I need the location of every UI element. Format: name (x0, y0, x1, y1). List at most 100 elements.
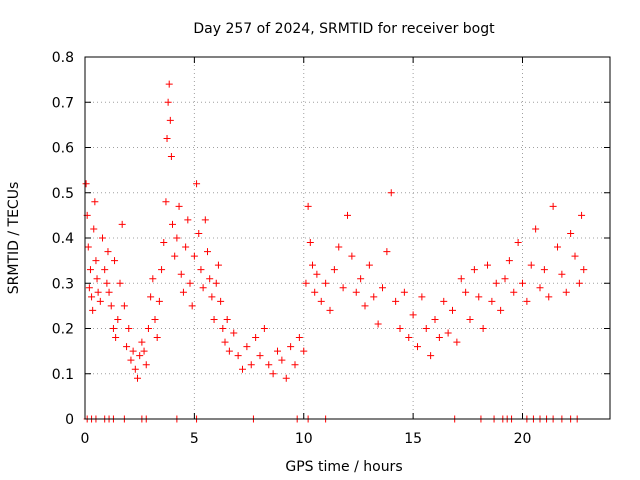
data-point (505, 257, 513, 265)
data-point (291, 361, 299, 369)
data-point (578, 211, 586, 219)
data-point (287, 343, 295, 351)
data-point (383, 248, 391, 256)
data-point (374, 320, 382, 328)
data-point (260, 325, 268, 332)
data-point (379, 284, 386, 292)
data-point (158, 266, 166, 274)
data-point (219, 325, 227, 332)
data-point (225, 347, 233, 355)
data-point (206, 275, 214, 283)
data-point (501, 275, 509, 283)
data-point (562, 288, 570, 296)
data-point (208, 293, 216, 301)
data-point (444, 329, 452, 337)
data-point (151, 315, 159, 323)
data-point (431, 315, 439, 323)
data-point (492, 279, 500, 287)
data-point (197, 266, 205, 274)
data-point (392, 297, 400, 305)
data-point (326, 306, 334, 314)
data-point (149, 275, 157, 283)
data-point (357, 275, 365, 283)
data-point (214, 261, 222, 269)
data-point (193, 180, 201, 188)
data-point (243, 343, 251, 351)
data-point (204, 248, 211, 256)
data-point (169, 220, 176, 228)
data-point (86, 266, 94, 274)
data-point (184, 216, 192, 224)
data-point (210, 315, 218, 323)
data-point (164, 98, 172, 106)
data-point (85, 284, 93, 292)
data-point (190, 252, 198, 260)
x-tick-label: 15 (404, 431, 422, 447)
y-tick-label: 0.4 (52, 231, 74, 247)
data-point (339, 284, 347, 292)
data-point (457, 275, 465, 283)
data-point (344, 211, 351, 219)
data-point (201, 216, 209, 224)
data-point (160, 239, 168, 247)
data-point (335, 243, 343, 251)
data-point (554, 243, 561, 251)
data-point (400, 288, 408, 296)
y-tick-label: 0.3 (52, 276, 74, 292)
x-tick-label: 20 (514, 431, 532, 447)
data-point (140, 347, 148, 355)
data-point (129, 347, 137, 355)
data-point (422, 325, 430, 332)
data-point (571, 252, 579, 260)
data-point (175, 202, 183, 210)
data-point (195, 229, 203, 237)
data-point (127, 356, 135, 364)
data-point (440, 297, 448, 305)
data-point (107, 302, 115, 310)
x-tick-label: 5 (190, 431, 199, 447)
data-point (414, 343, 421, 351)
data-point (427, 352, 435, 360)
data-point (536, 284, 544, 292)
data-point (488, 297, 496, 305)
data-point (104, 248, 112, 256)
x-tick-labels: 0 5 10 15 20 (81, 431, 532, 447)
data-point (101, 266, 109, 274)
data-point (173, 234, 181, 242)
data-point (256, 352, 264, 360)
data-point (114, 315, 122, 323)
data-point (409, 311, 417, 319)
data-point (519, 279, 526, 287)
data-point (435, 334, 443, 342)
data-point (247, 361, 255, 369)
data-point (300, 347, 308, 355)
data-point (153, 334, 161, 342)
data-point (105, 288, 113, 296)
data-point (269, 370, 277, 378)
data-point (575, 279, 583, 287)
data-point (188, 302, 196, 310)
data-points (82, 80, 588, 423)
data-point (84, 243, 92, 251)
data-point (138, 338, 146, 346)
data-point (177, 270, 185, 278)
data-point (186, 279, 194, 287)
data-point (532, 225, 540, 233)
chart-title: Day 257 of 2024, SRMTID for receiver bog… (193, 21, 495, 37)
data-point (223, 315, 231, 323)
data-point (82, 180, 90, 188)
data-point (274, 347, 281, 355)
data-point (282, 374, 290, 382)
data-point (302, 279, 310, 287)
data-point (311, 288, 319, 296)
data-point (234, 352, 242, 360)
data-point (90, 225, 98, 233)
grid-lines (85, 57, 610, 419)
data-point (545, 293, 553, 301)
data-point (523, 297, 531, 305)
data-point (94, 288, 102, 296)
data-point (199, 284, 207, 292)
data-point (166, 116, 174, 124)
data-point (510, 288, 518, 296)
